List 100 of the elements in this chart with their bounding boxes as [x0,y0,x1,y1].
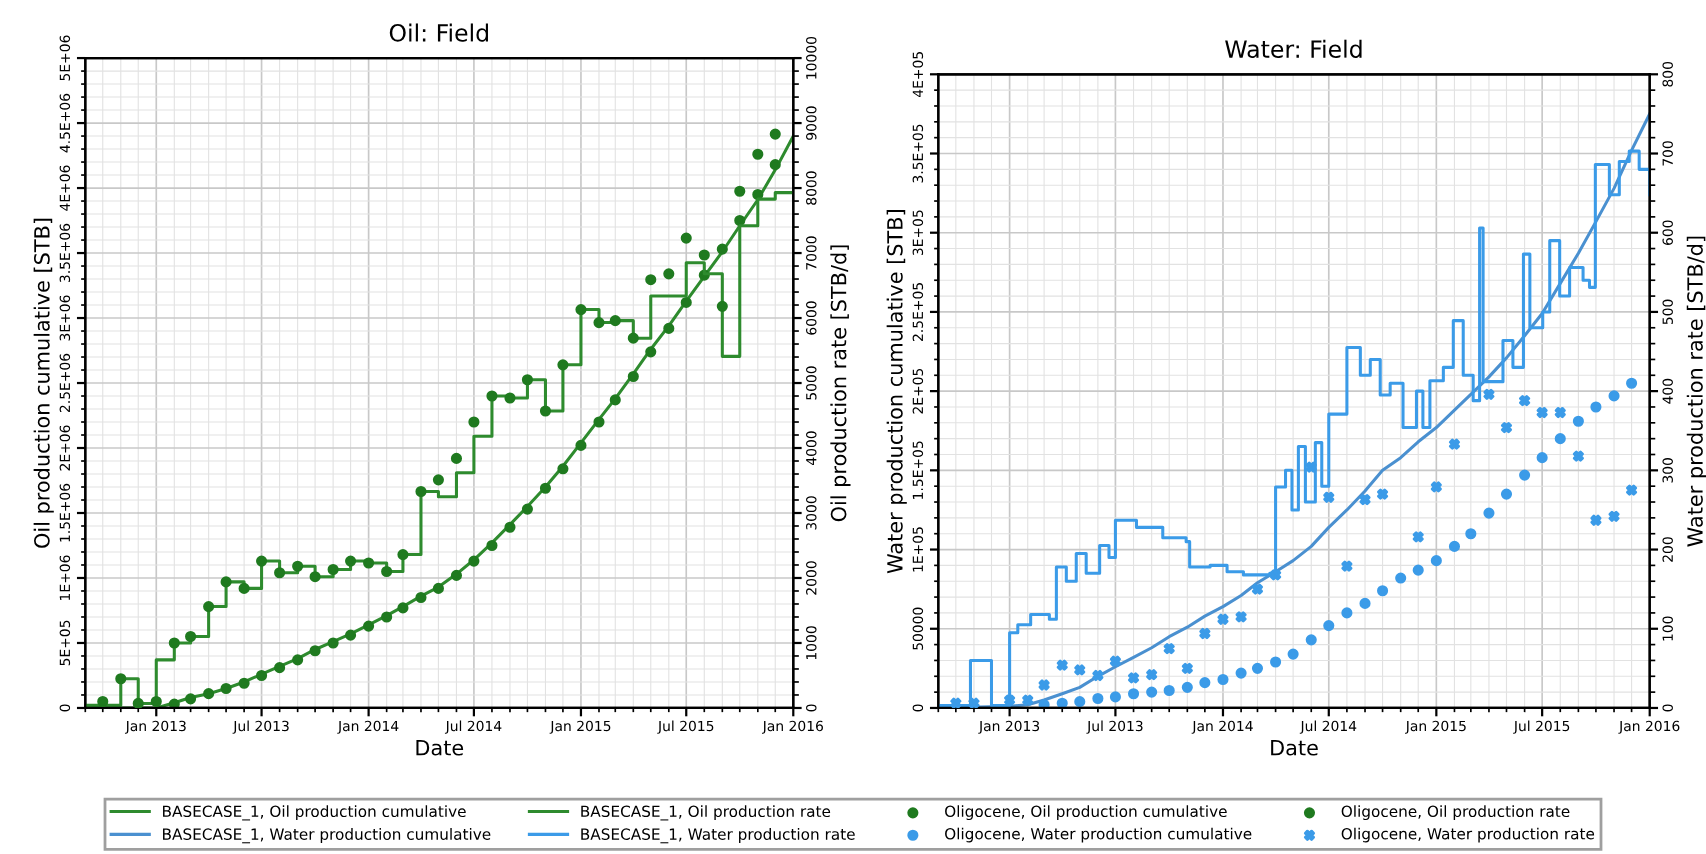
point [1323,491,1335,503]
point [504,392,516,404]
point [1038,699,1050,708]
point [734,185,746,197]
point [1305,634,1317,646]
point [309,645,321,657]
point [203,601,215,613]
point [609,315,621,327]
point [1412,531,1424,543]
point [593,317,605,329]
point [468,555,480,567]
point [1465,528,1477,540]
point [397,602,409,614]
point [1536,452,1548,464]
point [486,390,498,402]
point [1127,688,1140,700]
point [521,374,533,386]
point [185,630,197,643]
point [769,128,781,140]
point [292,560,304,572]
point [1554,433,1566,445]
point [504,521,516,533]
point [575,439,587,451]
point [1074,696,1086,708]
point [1146,686,1158,698]
point [274,567,286,579]
point [345,555,357,567]
point [1572,415,1584,427]
y2-axis-title: Oil production rate [STB/d] [830,245,851,522]
point [521,503,533,515]
point [381,611,393,623]
point [1341,560,1353,572]
point [468,416,480,428]
point [1500,488,1513,500]
point [274,662,286,674]
point [1004,694,1016,706]
point [645,274,657,286]
point [663,268,675,280]
point [150,695,162,708]
point [1217,613,1229,625]
point [1235,667,1247,679]
point [627,332,639,344]
point [1056,697,1068,708]
point [680,296,692,308]
point [450,452,463,464]
point [1251,662,1264,674]
point [698,249,710,261]
point [238,582,250,594]
point [1626,377,1638,389]
point [345,629,357,641]
point [1181,681,1193,693]
point [168,637,180,649]
chart-title: Water: Field [1225,39,1362,58]
point [309,571,321,583]
point [363,557,375,569]
point [415,485,427,498]
point [1181,662,1193,674]
point [557,359,569,371]
point [575,304,587,316]
point [1305,461,1317,473]
point [1270,656,1282,668]
point [1377,488,1389,500]
point [1251,583,1264,595]
point [539,405,552,417]
chart-title: Oil: Field [389,23,488,42]
point [769,159,781,171]
point [168,698,180,708]
x-axis-title: Date [416,740,464,756]
point [1217,673,1229,686]
point [1590,401,1602,413]
point [1038,679,1050,691]
y-axis-title: Oil production cumulative [STB] [33,218,54,548]
point [486,539,498,552]
point [1395,572,1407,584]
point [752,148,764,160]
point [627,370,639,383]
point [1359,494,1371,506]
point [1287,648,1299,660]
point [185,693,197,705]
point [292,654,304,666]
point [1519,395,1531,407]
point [381,565,393,578]
point [1323,620,1335,632]
point [97,695,109,708]
point [1430,481,1442,493]
point [1572,450,1584,462]
point [716,243,728,255]
point [1536,406,1548,419]
point [752,188,764,201]
point [1554,406,1566,419]
point [968,697,980,708]
point [1341,607,1353,619]
point [1412,564,1424,576]
point [203,688,215,700]
point [1127,672,1140,684]
point [1199,677,1211,689]
point [716,300,728,312]
point [1109,655,1121,667]
point [1022,694,1034,706]
point [539,482,552,494]
